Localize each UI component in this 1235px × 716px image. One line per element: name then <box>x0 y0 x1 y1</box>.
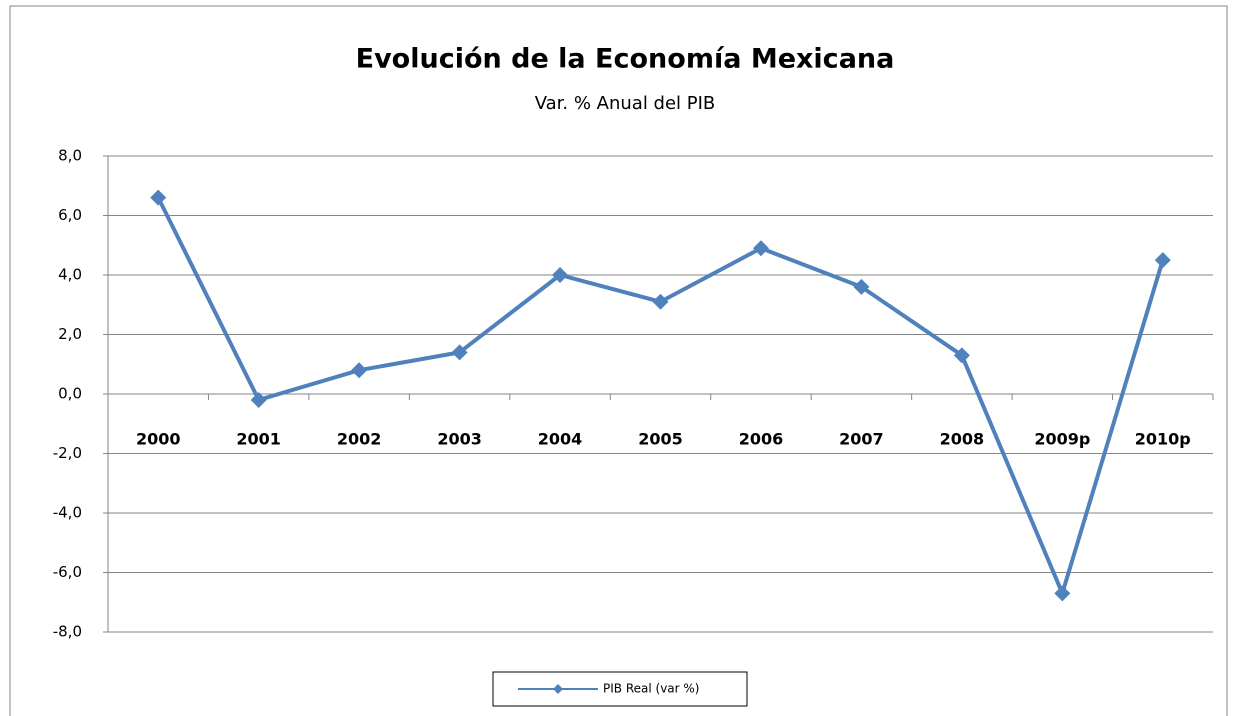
y-tick-label: 4,0 <box>58 266 82 284</box>
data-marker <box>351 362 368 379</box>
x-tick-label: 2002 <box>337 430 382 449</box>
data-marker <box>552 267 569 283</box>
data-marker <box>1054 585 1071 602</box>
data-marker <box>853 278 870 295</box>
x-tick-label: 2009p <box>1034 430 1090 449</box>
data-marker <box>1154 252 1171 269</box>
x-tick-label: 2001 <box>236 430 281 449</box>
data-marker <box>250 391 267 408</box>
data-marker <box>652 293 669 310</box>
y-tick-label: 6,0 <box>58 206 82 224</box>
x-tick-label: 2008 <box>940 430 985 449</box>
y-tick-label: -2,0 <box>53 444 82 462</box>
y-tick-label: 8,0 <box>58 147 82 165</box>
x-tick-label: 2003 <box>437 430 482 449</box>
x-tick-label: 2005 <box>638 430 683 449</box>
x-tick-label: 2007 <box>839 430 884 449</box>
data-marker <box>752 240 769 257</box>
x-tick-label: 2000 <box>136 430 181 449</box>
data-marker <box>451 344 468 361</box>
y-tick-label: -4,0 <box>53 504 82 522</box>
chart-border <box>9 5 1228 716</box>
legend-marker <box>553 684 563 694</box>
chart-title: Evolución de la Economía Mexicana <box>356 44 895 75</box>
y-tick-label: -8,0 <box>53 623 82 641</box>
y-tick-label: 2,0 <box>58 325 82 343</box>
x-tick-label: 2006 <box>739 430 784 449</box>
x-tick-label: 2004 <box>538 430 583 449</box>
x-tick-label: 2010p <box>1135 430 1191 449</box>
data-marker <box>953 347 970 364</box>
legend-label: PIB Real (var %) <box>603 682 699 696</box>
data-marker <box>150 189 167 206</box>
y-tick-label: 0,0 <box>58 385 82 403</box>
y-tick-label: -6,0 <box>53 563 82 581</box>
chart-subtitle: Var. % Anual del PIB <box>535 93 716 114</box>
